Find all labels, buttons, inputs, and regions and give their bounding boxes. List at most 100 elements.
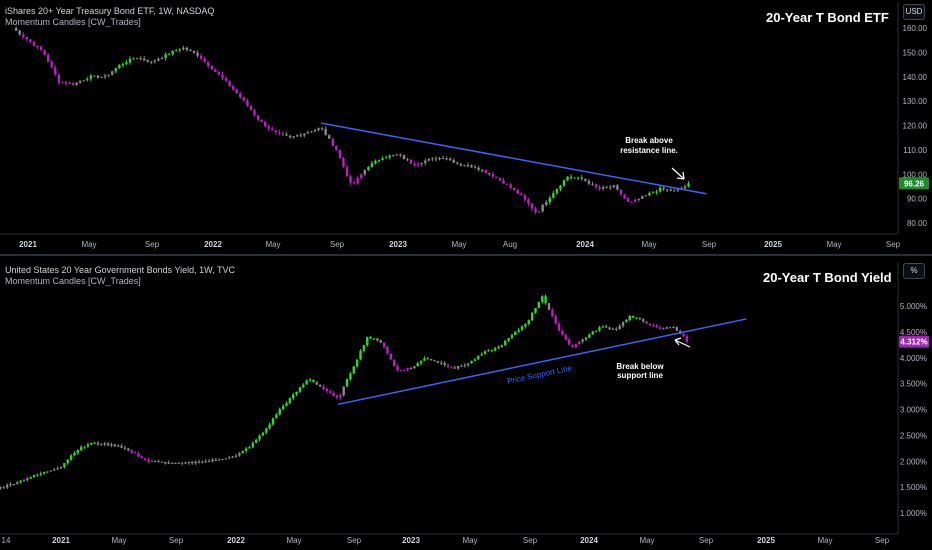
top-candle: [616, 185, 619, 190]
bottom-candle: [578, 341, 581, 345]
top-candle: [427, 158, 431, 161]
top-candle: [285, 134, 288, 136]
bottom-time-tick: 2024: [580, 536, 598, 545]
top-candle: [584, 178, 587, 181]
top-candle: [545, 202, 548, 205]
top-candle: [143, 58, 146, 61]
bottom-candle: [32, 475, 36, 478]
bottom-candle: [615, 328, 618, 330]
top-candle: [103, 75, 107, 77]
top-candle: [424, 160, 427, 163]
bottom-candle: [635, 317, 638, 319]
top-candle: [299, 135, 302, 137]
top-candle: [160, 58, 164, 60]
top-candle: [395, 154, 399, 156]
bottom-candle: [645, 321, 648, 324]
top-time-tick: 2021: [19, 240, 37, 249]
top-candle: [367, 167, 370, 171]
top-price-tick: 110.00: [903, 146, 927, 155]
top-candle: [370, 163, 374, 168]
bottom-candle: [53, 469, 56, 471]
bottom-candle: [413, 366, 416, 369]
bottom-candle: [433, 360, 436, 362]
top-candle: [594, 184, 598, 187]
bottom-candle: [571, 344, 574, 348]
top-candle: [552, 193, 555, 198]
top-candle: [324, 129, 327, 136]
bottom-candle: [604, 326, 608, 328]
bottom-candle: [90, 442, 93, 445]
top-candle: [374, 160, 377, 164]
bottom-candle: [419, 360, 423, 364]
bottom-candle: [100, 444, 103, 446]
bottom-candle: [194, 461, 197, 464]
top-time-tick: 2024: [576, 240, 594, 249]
bottom-candle: [120, 445, 123, 448]
bottom-price-tick: 3.500%: [900, 380, 927, 389]
bottom-candle: [530, 312, 534, 321]
bottom-candle: [93, 442, 96, 444]
bottom-candle: [228, 457, 231, 459]
top-candle: [651, 192, 655, 194]
bottom-candle: [446, 365, 450, 367]
top-candle: [64, 82, 68, 84]
top-unit-button[interactable]: USD: [903, 4, 925, 20]
bottom-candle: [123, 447, 127, 449]
top-price-tick: 130.00: [903, 97, 928, 106]
bottom-candle: [140, 456, 143, 459]
bottom-unit-button[interactable]: %: [903, 263, 925, 279]
bottom-candle: [601, 326, 605, 328]
bottom-candle: [298, 387, 302, 392]
top-time-tick: Sep: [145, 240, 160, 249]
bottom-candle: [504, 340, 507, 346]
bottom-candle: [318, 384, 322, 387]
bottom-candle: [416, 363, 419, 367]
top-candle: [281, 133, 285, 135]
bottom-candle: [137, 453, 140, 457]
top-last-price-label: 96.26: [904, 179, 925, 188]
top-candle: [516, 190, 519, 194]
bottom-candle: [483, 351, 487, 355]
top-last-price-box: [899, 177, 929, 190]
bottom-candle: [642, 319, 645, 322]
bottom-candle: [591, 331, 594, 335]
bottom-candle: [174, 462, 177, 464]
bottom-candle: [285, 403, 288, 406]
bottom-candle: [584, 337, 588, 340]
top-candle: [43, 50, 46, 55]
top-candle: [256, 115, 260, 120]
bottom-candle: [191, 462, 194, 464]
top-candle: [676, 189, 680, 191]
bottom-candle: [9, 484, 12, 486]
top-price-tick: 150.00: [903, 48, 928, 57]
bottom-candle: [544, 296, 547, 304]
top-candle: [662, 187, 665, 190]
top-candle: [36, 45, 39, 47]
top-candle: [399, 154, 402, 156]
bottom-candle: [332, 392, 335, 396]
bottom-candle: [258, 435, 261, 440]
bottom-indicator-label: Momentum Candles [CW_Trades]: [5, 276, 141, 286]
bottom-candle: [305, 380, 308, 385]
top-candle: [199, 55, 203, 59]
top-candle: [54, 67, 57, 75]
top-candle: [189, 49, 192, 51]
bottom-candle: [117, 445, 120, 447]
bottom-time-tick: Sep: [169, 536, 184, 545]
bottom-candle: [268, 424, 271, 429]
bottom-candle: [214, 459, 218, 461]
bottom-candle: [497, 347, 500, 349]
top-candle: [303, 133, 306, 136]
bottom-candle: [547, 303, 551, 310]
top-candle: [271, 128, 274, 131]
top-candle: [46, 54, 50, 62]
bottom-price-tick: 2.000%: [900, 457, 927, 466]
bottom-candle: [379, 340, 382, 343]
top-candle: [687, 183, 690, 187]
bottom-candle: [244, 448, 248, 451]
bottom-candle: [278, 409, 281, 415]
bottom-candle: [238, 453, 241, 456]
top-candle: [580, 177, 584, 179]
top-candle: [598, 186, 601, 189]
